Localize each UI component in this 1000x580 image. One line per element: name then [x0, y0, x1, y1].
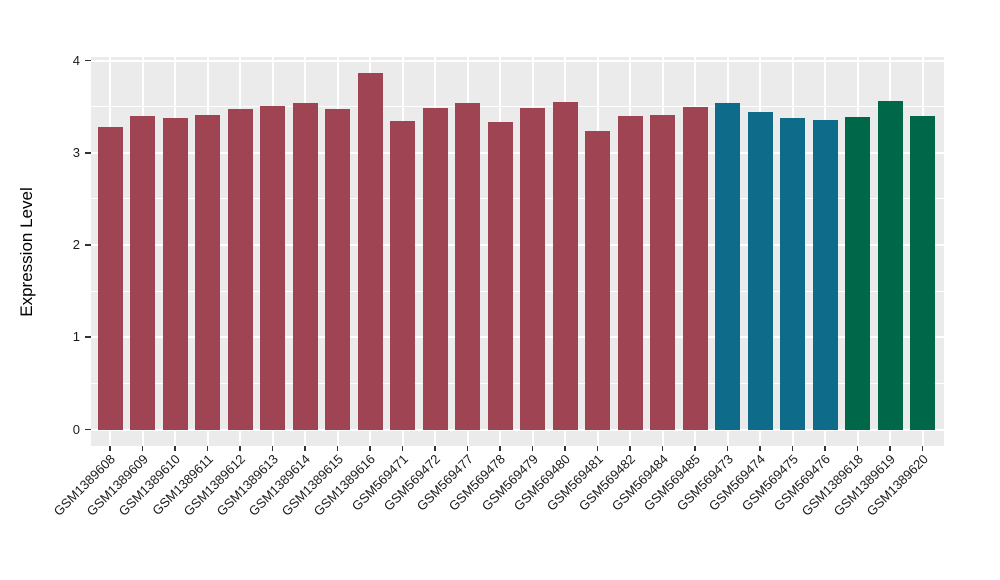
major-gridline — [91, 428, 944, 431]
bar — [325, 109, 350, 430]
x-tick-mark — [694, 446, 696, 451]
bar — [487, 122, 513, 430]
major-gridline — [91, 336, 944, 339]
bar — [292, 102, 318, 430]
bar — [682, 106, 708, 430]
bar — [195, 114, 220, 430]
x-tick-mark — [369, 446, 371, 451]
x-tick-mark — [109, 446, 111, 451]
minor-gridline — [91, 382, 944, 384]
x-tick-mark — [564, 446, 566, 451]
y-tick-label: 0 — [72, 421, 80, 437]
bar — [845, 116, 870, 430]
x-tick-mark — [889, 446, 891, 451]
x-tick-mark — [174, 446, 176, 451]
y-tick-label: 3 — [72, 144, 80, 160]
x-tick-mark — [661, 446, 664, 451]
x-tick-mark — [271, 446, 274, 451]
bar — [877, 101, 903, 430]
y-tick-mark — [85, 59, 91, 62]
bar — [780, 117, 805, 430]
bar — [650, 114, 675, 430]
x-tick-mark — [856, 446, 859, 451]
y-tick-mark — [85, 336, 91, 339]
major-gridline — [91, 59, 944, 62]
bar — [715, 102, 740, 430]
bar — [162, 117, 188, 430]
bar — [910, 115, 935, 430]
x-tick-mark — [791, 446, 794, 451]
bar — [812, 120, 838, 430]
x-tick-mark — [629, 446, 631, 451]
y-tick-mark — [85, 428, 91, 431]
major-gridline — [91, 244, 944, 246]
x-tick-mark — [759, 446, 761, 451]
x-tick-mark — [434, 446, 436, 451]
x-tick-mark — [596, 446, 599, 451]
y-tick-label: 4 — [72, 52, 80, 68]
x-tick-mark — [206, 446, 209, 451]
x-tick-mark — [141, 446, 144, 451]
x-tick-mark — [499, 446, 501, 451]
x-tick-mark — [726, 446, 729, 451]
bar — [97, 126, 123, 430]
bar — [552, 102, 578, 430]
bar — [390, 121, 415, 430]
bar — [455, 102, 480, 430]
major-gridline — [91, 151, 944, 154]
y-axis-title: Expression Level — [17, 187, 36, 317]
y-tick-label: 2 — [72, 237, 80, 252]
minor-gridline — [91, 106, 944, 108]
x-tick-mark — [239, 446, 241, 451]
minor-gridline — [91, 198, 944, 200]
x-tick-mark — [824, 446, 826, 451]
bar — [357, 73, 383, 430]
minor-gridline — [91, 290, 944, 292]
bar — [747, 112, 773, 430]
bar — [130, 115, 155, 430]
bar — [585, 130, 610, 430]
x-tick-mark — [401, 446, 404, 451]
x-tick-mark — [304, 446, 306, 451]
bar — [617, 115, 643, 430]
bar — [227, 109, 253, 430]
y-tick-mark — [85, 244, 91, 246]
y-tick-label: 1 — [72, 329, 80, 345]
x-tick-mark — [336, 446, 339, 451]
x-tick-mark — [466, 446, 469, 451]
bar — [260, 105, 285, 430]
x-tick-mark — [921, 446, 924, 451]
x-tick-mark — [531, 446, 534, 451]
y-tick-mark — [85, 151, 91, 154]
bar — [520, 107, 545, 430]
plot-panel — [91, 57, 944, 446]
bar — [422, 107, 448, 430]
